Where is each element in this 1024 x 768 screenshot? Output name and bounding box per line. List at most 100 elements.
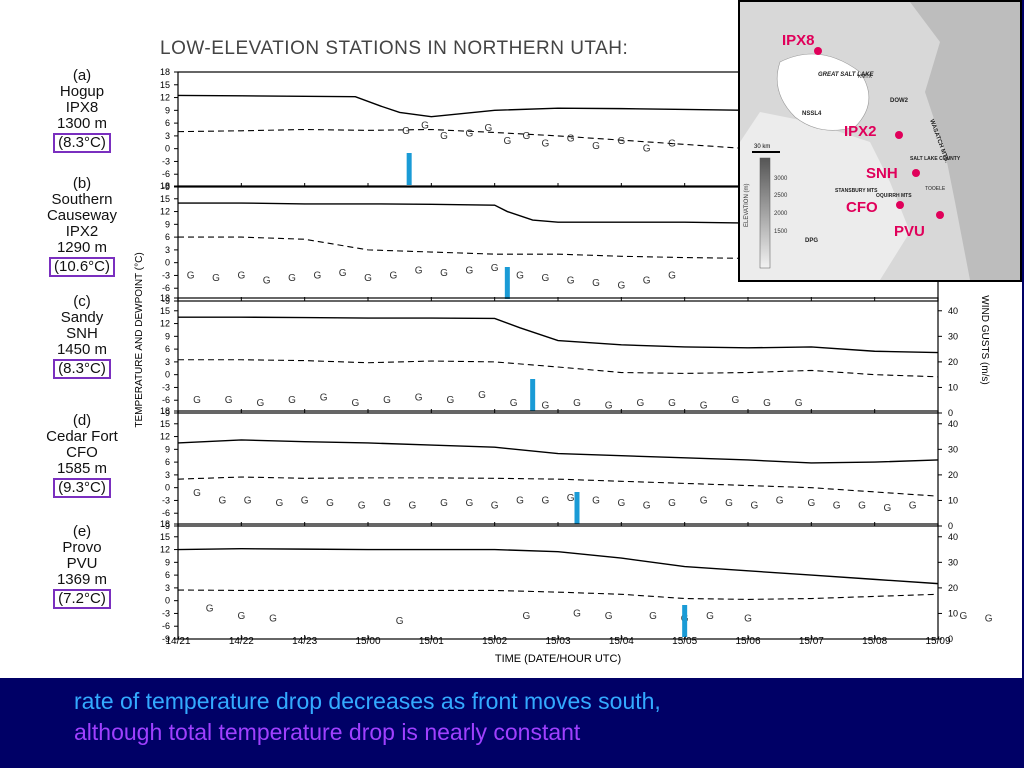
y2-tick-label: 20	[948, 357, 958, 367]
y2-tick-label: 10	[948, 495, 958, 505]
y-tick-label: 3	[165, 470, 170, 480]
gust-point: G	[237, 611, 245, 622]
panel-frame-e	[177, 523, 939, 640]
x-tick-label: 15/00	[355, 636, 380, 647]
place-label: DPG	[805, 238, 818, 244]
y-tick-label: 15	[160, 306, 170, 316]
gust-point: G	[795, 398, 803, 409]
y-tick-label: -3	[162, 270, 170, 280]
x-tick-label: 15/02	[482, 636, 507, 647]
station-name: Provo	[62, 539, 102, 556]
gust-point: G	[573, 398, 581, 409]
gust-point: G	[668, 398, 676, 409]
gust-point: G	[491, 263, 499, 274]
y2-axis-label: WIND GUSTS (m/s)	[979, 295, 990, 384]
y-tick-label: -9	[162, 296, 170, 306]
gust-point: G	[351, 398, 359, 409]
x-tick-label: 15/05	[672, 636, 697, 647]
gust-point: G	[522, 611, 530, 622]
y2-tick-label: 20	[948, 470, 958, 480]
y-tick-label: -9	[162, 408, 170, 418]
station-code: SNH	[66, 325, 98, 342]
station-label-a: (a) Hogup IPX8 1300 m (8.3°C)	[30, 68, 134, 153]
y-tick-label: 0	[165, 483, 170, 493]
gust-point: G	[909, 501, 917, 512]
x-tick-label: 15/06	[735, 636, 760, 647]
gust-point: G	[643, 276, 651, 287]
elevation-label: ELEVATION (m)	[744, 184, 750, 227]
temperature-line-d	[177, 439, 939, 464]
place-label: TOOELE	[925, 186, 946, 192]
y2-tick-label: 40	[948, 532, 958, 542]
gust-point: G	[193, 395, 201, 406]
gust-point: G	[218, 495, 226, 506]
gust-point: G	[288, 395, 296, 406]
y2-tick-label: 40	[948, 306, 958, 316]
caption: rate of temperature drop decreases as fr…	[74, 686, 1004, 748]
gust-point: G	[617, 136, 625, 147]
elev-tick: 1500	[774, 229, 788, 235]
temperature-line-e	[177, 548, 939, 585]
gust-point: G	[364, 273, 372, 284]
gust-point: G	[402, 126, 410, 137]
y-tick-label: -9	[162, 521, 170, 531]
map-label-ipx2: IPX2	[844, 123, 877, 140]
gust-point: G	[541, 495, 549, 506]
gust-point: G	[776, 495, 784, 506]
y-tick-label: 12	[160, 432, 170, 442]
gust-point: G	[256, 398, 264, 409]
station-elevation: 1450 m	[56, 341, 108, 358]
gust-point: G	[415, 265, 423, 276]
place-label: OQUIRRH MTS	[876, 193, 912, 199]
gust-point: G	[592, 495, 600, 506]
gust-point: G	[567, 493, 575, 504]
y-tick-label: 9	[165, 331, 170, 341]
gust-point: G	[503, 136, 511, 147]
map-label-snh: SNH	[866, 165, 898, 182]
y-tick-label: 18	[160, 406, 170, 416]
y-tick-label: 12	[160, 319, 170, 329]
station-elevation: 1290 m	[56, 239, 108, 256]
station-mean-temp: (10.6°C)	[48, 257, 115, 277]
map-label-cfo: CFO	[846, 199, 878, 216]
y-tick-label: -6	[162, 283, 170, 293]
gust-point: G	[833, 501, 841, 512]
gust-point: G	[706, 611, 714, 622]
gust-point: G	[541, 139, 549, 150]
x-tick-label: 15/04	[609, 636, 634, 647]
station-label-c: (c) Sandy SNH 1450 m (8.3°C)	[30, 294, 134, 379]
gust-point: G	[212, 273, 220, 284]
y-tick-label: 15	[160, 419, 170, 429]
y-tick-label: -3	[162, 495, 170, 505]
y-tick-label: 9	[165, 444, 170, 454]
station-name: Sandy	[60, 309, 104, 326]
elev-tick: 2000	[774, 211, 788, 217]
station-elevation: 1300 m	[56, 115, 108, 132]
station-label-d: (d) Cedar Fort CFO 1585 m (9.3°C)	[30, 413, 134, 498]
elevation-scale-bar	[759, 157, 771, 269]
gust-point: G	[649, 611, 657, 622]
y-tick-label: -9	[162, 182, 170, 192]
dewpoint-line-c	[178, 359, 939, 378]
y2-tick-label: 10	[948, 382, 958, 392]
x-tick-label: 14/21	[165, 636, 190, 647]
y-tick-label: 12	[160, 545, 170, 555]
panel: (c)	[73, 293, 91, 310]
frontal-passage-marker-b	[504, 267, 510, 299]
gust-point: G	[567, 276, 575, 287]
y-tick-label: 18	[160, 67, 170, 77]
gust-point: G	[465, 265, 473, 276]
panel: (e)	[72, 523, 92, 540]
x-tick-label: 15/08	[862, 636, 887, 647]
place-label: SALT LAKE COUNTY	[910, 156, 961, 162]
y2-tick-label: 40	[948, 419, 958, 429]
y-tick-label: -6	[162, 169, 170, 179]
place-label: NSSL4	[802, 111, 822, 117]
x-axis-label: TIME (DATE/HOUR UTC)	[495, 653, 621, 665]
gust-point: G	[383, 498, 391, 509]
gust-point: G	[206, 603, 214, 614]
gust-point: G	[605, 400, 613, 411]
gust-point: G	[985, 614, 993, 625]
station-map: ELEVATION (m) 3000 2500 2000 1500 30 km …	[738, 0, 1022, 282]
